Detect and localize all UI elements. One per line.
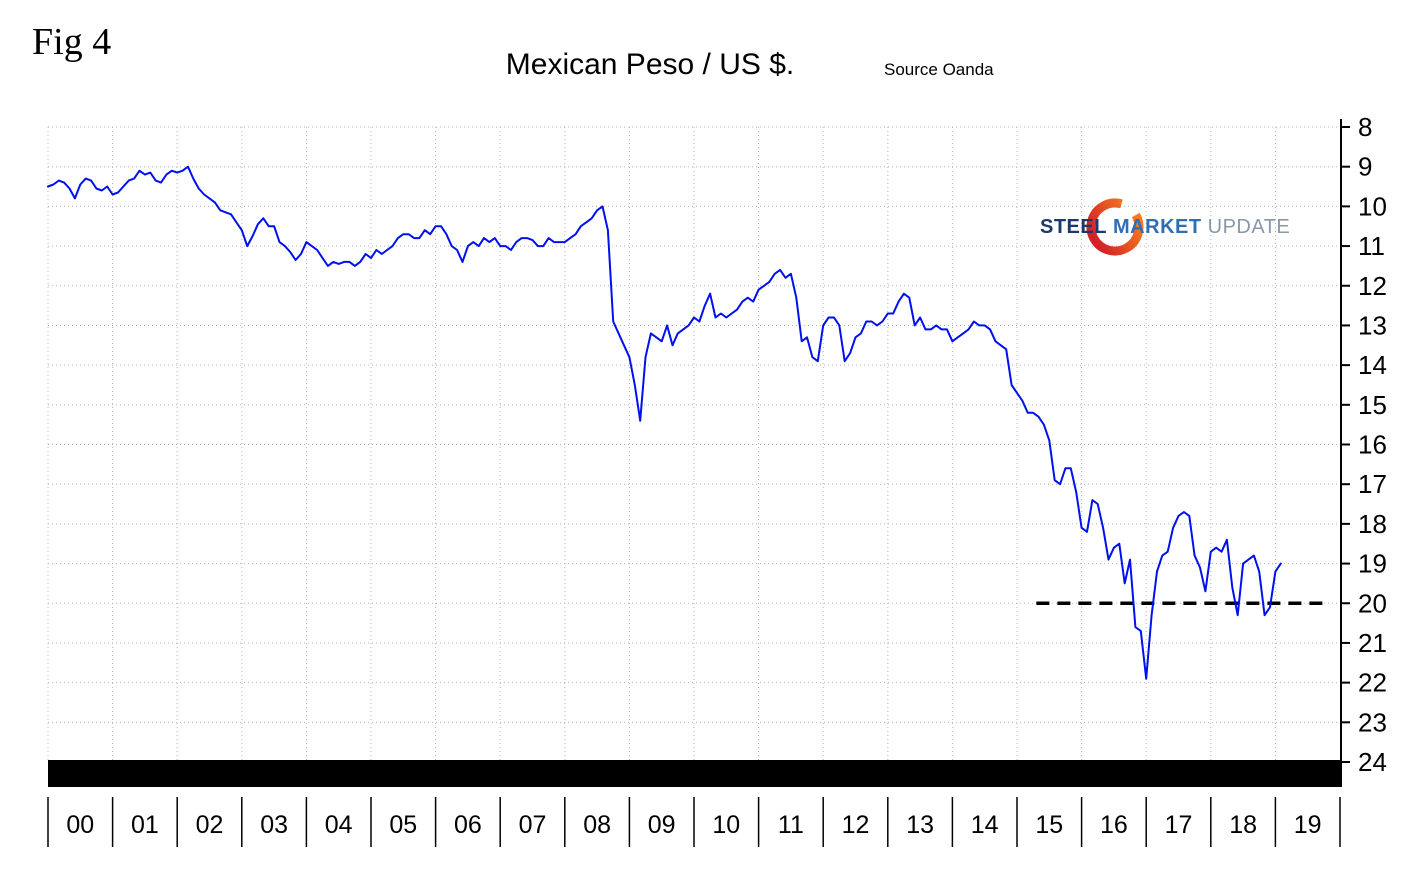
- x-tick-label: 17: [1165, 811, 1193, 839]
- x-tick-label: 03: [260, 811, 288, 839]
- peso-usd-price-line: [47, 165, 1282, 680]
- y-tick-label: 17: [1358, 469, 1387, 499]
- x-tick-label: 13: [906, 811, 934, 839]
- logo-steel-label: STEEL: [1040, 216, 1107, 238]
- y-tick-label: 23: [1358, 707, 1387, 737]
- y-tick-label: 10: [1358, 191, 1387, 221]
- y-tick-label: 13: [1358, 310, 1387, 340]
- logo-market-label: MARKET: [1113, 216, 1202, 238]
- x-tick-label: 18: [1229, 811, 1257, 839]
- x-tick-label: 07: [519, 811, 547, 839]
- y-tick-label: 16: [1358, 430, 1387, 460]
- steel-market-update-logo: STEEL MARKET UPDATE: [1040, 198, 1290, 258]
- x-tick-label: 06: [454, 811, 482, 839]
- y-tick-label: 21: [1358, 628, 1387, 658]
- y-axis: 8 9 10 11 12 13 14 15 16 17 18 19 20 21 22 23 24: [1340, 112, 1387, 787]
- x-tick-label: 19: [1294, 811, 1322, 839]
- x-tick-label: 16: [1100, 811, 1128, 839]
- x-tick-label: 15: [1035, 811, 1063, 839]
- y-tick-label: 24: [1358, 747, 1387, 777]
- x-axis: 00 01 02 03 04 05 06 07 08 09 10 11 12 13 14 15 16 17 18 19: [47, 797, 1341, 847]
- y-tick-label: 18: [1358, 509, 1387, 539]
- chart-source: Source Oanda: [884, 60, 994, 79]
- x-tick-label: 02: [196, 811, 224, 839]
- y-tick-label: 8: [1358, 112, 1372, 142]
- x-tick-label: 11: [778, 811, 804, 839]
- y-tick-label: 22: [1358, 668, 1387, 698]
- x-tick-label: 08: [583, 811, 611, 839]
- x-tick-label: 10: [712, 811, 740, 839]
- x-tick-label: 05: [389, 811, 417, 839]
- vertical-gridlines: [47, 127, 1276, 760]
- x-tick-label: 04: [325, 811, 353, 839]
- bottom-bar: [48, 760, 1340, 787]
- chart-title: Mexican Peso / US $.: [505, 48, 795, 81]
- y-tick-label: 19: [1358, 549, 1387, 579]
- x-tick-label: 01: [131, 811, 159, 839]
- logo-ring-icon: [1086, 198, 1144, 256]
- y-tick-label: 14: [1358, 350, 1387, 380]
- y-tick-label: 12: [1358, 271, 1387, 301]
- logo-update-label: UPDATE: [1207, 216, 1291, 238]
- x-tick-label: 14: [971, 811, 999, 839]
- y-tick-label: 9: [1358, 152, 1372, 182]
- logo-text: STEEL MARKET UPDATE: [1040, 216, 1290, 239]
- x-tick-label: 09: [648, 811, 676, 839]
- figure-number: Fig 4: [32, 21, 112, 63]
- y-tick-label: 20: [1358, 588, 1387, 618]
- x-tick-label: 00: [66, 811, 94, 839]
- y-tick-label: 11: [1358, 231, 1385, 261]
- x-tick-label: 12: [842, 811, 870, 839]
- y-tick-label: 15: [1358, 390, 1387, 420]
